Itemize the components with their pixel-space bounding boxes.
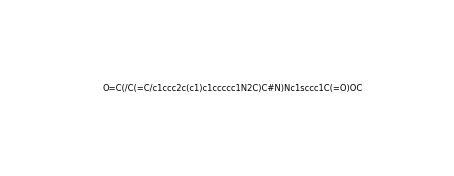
Text: O=C(/C(=C/c1ccc2c(c1)c1ccccc1N2C)C#N)Nc1sccc1C(=O)OC: O=C(/C(=C/c1ccc2c(c1)c1ccccc1N2C)C#N)Nc1… xyxy=(103,84,363,93)
